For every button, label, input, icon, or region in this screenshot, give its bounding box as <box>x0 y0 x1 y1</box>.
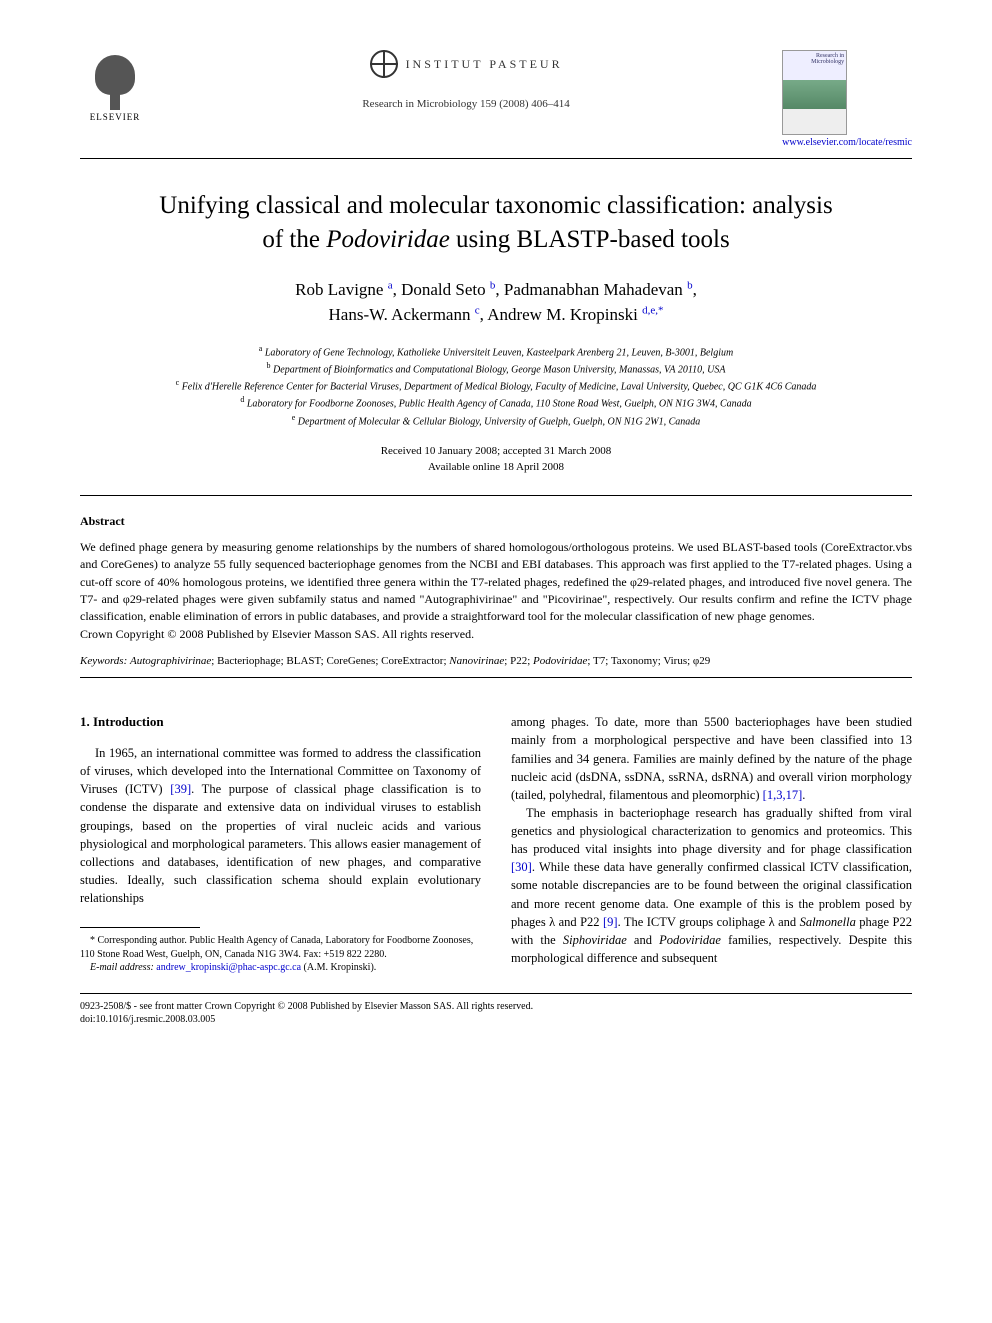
copyright-footer: 0923-2508/$ - see front matter Crown Cop… <box>80 1000 912 1027</box>
email-label: E-mail address: <box>90 962 154 973</box>
journal-link[interactable]: www.elsevier.com/locate/resmic <box>782 137 912 148</box>
intro-para-1-cont: among phages. To date, more than 5500 ba… <box>511 713 912 804</box>
keywords: Keywords: Autographivirinae; Bacteriopha… <box>80 655 912 667</box>
pasteur-circle-icon <box>370 50 398 78</box>
author: Donald Seto b <box>401 280 495 299</box>
abstract-copyright: Crown Copyright © 2008 Published by Else… <box>80 627 474 641</box>
journal-reference: Research in Microbiology 159 (2008) 406–… <box>150 98 782 110</box>
intro-heading: 1. Introduction <box>80 713 481 732</box>
affiliation: e Department of Molecular & Cellular Bio… <box>80 412 912 429</box>
abstract-body: We defined phage genera by measuring gen… <box>80 540 912 624</box>
abstract-bottom-rule <box>80 677 912 678</box>
corresponding-footnote: * Corresponding author. Public Health Ag… <box>80 934 481 961</box>
email-post: (A.M. Kropinski). <box>301 962 376 973</box>
affiliation: b Department of Bioinformatics and Compu… <box>80 360 912 377</box>
footer-line1: 0923-2508/$ - see front matter Crown Cop… <box>80 1001 533 1012</box>
body-columns: 1. Introduction In 1965, an internationa… <box>80 713 912 974</box>
pasteur-block: INSTITUT PASTEUR Research in Microbiolog… <box>150 50 782 110</box>
left-column: 1. Introduction In 1965, an internationa… <box>80 713 481 974</box>
title-line2-post: using BLASTP-based tools <box>450 226 730 253</box>
author: Andrew M. Kropinski d,e,* <box>487 305 663 324</box>
title-line2-ital: Podoviridae <box>326 226 450 253</box>
keywords-label: Keywords: <box>80 655 127 667</box>
ref-30[interactable]: [30] <box>511 860 532 874</box>
journal-cover-block: Research in Microbiology www.elsevier.co… <box>782 50 912 148</box>
journal-cover-title: Research in Microbiology <box>783 51 846 67</box>
abstract-heading: Abstract <box>80 514 912 529</box>
footnote-rule <box>80 927 200 928</box>
ref-39[interactable]: [39] <box>170 782 191 796</box>
authors: Rob Lavigne a, Donald Seto b, Padmanabha… <box>80 277 912 328</box>
received-date: Received 10 January 2008; accepted 31 Ma… <box>381 445 612 457</box>
dates: Received 10 January 2008; accepted 31 Ma… <box>80 444 912 475</box>
elsevier-tree-icon <box>85 50 145 110</box>
ref-9[interactable]: [9] <box>603 915 618 929</box>
affiliation: a Laboratory of Gene Technology, Katholi… <box>80 343 912 360</box>
title-line2-pre: of the <box>262 226 326 253</box>
author: Hans-W. Ackermann c <box>329 305 480 324</box>
email-footnote: E-mail address: andrew_kropinski@phac-as… <box>80 961 481 975</box>
title-line1: Unifying classical and molecular taxonom… <box>159 192 832 219</box>
abstract-text: We defined phage genera by measuring gen… <box>80 539 912 643</box>
right-column: among phages. To date, more than 5500 ba… <box>511 713 912 974</box>
affiliation: c Felix d'Herelle Reference Center for B… <box>80 377 912 394</box>
pasteur-logo: INSTITUT PASTEUR <box>370 50 563 78</box>
affiliation: d Laboratory for Foodborne Zoonoses, Pub… <box>80 394 912 411</box>
intro-para-2: The emphasis in bacteriophage research h… <box>511 804 912 967</box>
ref-1-3-17[interactable]: [1,3,17] <box>763 788 803 802</box>
article-title: Unifying classical and molecular taxonom… <box>80 189 912 257</box>
keywords-items: Autographivirinae; Bacteriophage; BLAST;… <box>130 655 710 667</box>
intro-para-1: In 1965, an international committee was … <box>80 744 481 907</box>
author: Padmanabhan Mahadevan b <box>504 280 693 299</box>
author: Rob Lavigne a <box>295 280 392 299</box>
abstract-top-rule <box>80 495 912 496</box>
pasteur-label: INSTITUT PASTEUR <box>406 57 563 72</box>
bottom-rule <box>80 993 912 994</box>
top-rule <box>80 158 912 159</box>
online-date: Available online 18 April 2008 <box>428 461 564 473</box>
header: ELSEVIER INSTITUT PASTEUR Research in Mi… <box>80 50 912 148</box>
email-address[interactable]: andrew_kropinski@phac-aspc.gc.ca <box>156 962 301 973</box>
footer-doi: doi:10.1016/j.resmic.2008.03.005 <box>80 1014 215 1025</box>
journal-cover-thumbnail: Research in Microbiology <box>782 50 847 135</box>
affiliations: a Laboratory of Gene Technology, Katholi… <box>80 343 912 430</box>
elsevier-logo: ELSEVIER <box>80 50 150 130</box>
elsevier-label: ELSEVIER <box>90 112 141 122</box>
